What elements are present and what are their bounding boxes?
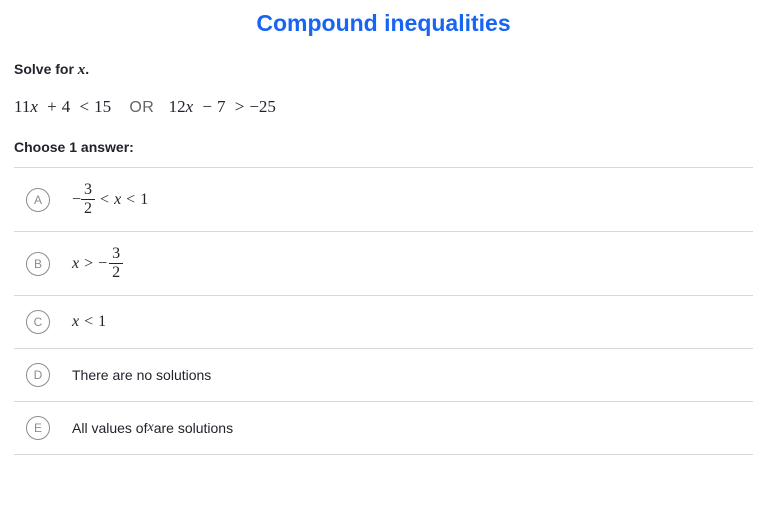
neg-sign: − [98,255,107,273]
frac-num: 3 [109,246,123,264]
frac-num: 3 [81,182,95,200]
page-title: Compound inequalities [0,0,767,51]
prompt-post: . [85,61,89,77]
or-separator: OR [129,99,154,116]
options-list: A −32 < x < 1 B x > −32 C x < 1 [14,167,753,455]
opt-post: are solutions [154,420,233,436]
frac-den: 2 [81,200,95,217]
option-c[interactable]: C x < 1 [14,296,753,349]
option-body: −32 < x < 1 [72,182,148,217]
ineq-left: 11x +4 <15 [14,97,115,116]
opt-text: There are no solutions [72,367,211,383]
r-rel: > [235,97,245,116]
solve-prompt: Solve for x. [14,61,753,79]
opt-val: 1 [140,191,148,209]
option-b[interactable]: B x > −32 [14,232,753,296]
r-coef: 12 [169,97,186,116]
opt-var: x [114,191,121,209]
option-letter: A [26,188,50,212]
l-rhs: 15 [94,97,111,116]
opt-var: x [72,255,79,273]
option-body: There are no solutions [72,367,211,383]
option-letter: E [26,416,50,440]
choose-label: Choose 1 answer: [14,139,753,155]
content-area: Solve for x. 11x +4 <15 OR 12x −7 >−25 C… [0,61,767,455]
option-e[interactable]: E All values of x are solutions [14,402,753,455]
fraction: 32 [109,246,123,281]
r-var: x [186,97,194,116]
prompt-pre: Solve for [14,61,78,77]
l-var: x [30,97,38,116]
opt-pre: All values of [72,420,147,436]
ineq-right: 12x −7 >−25 [169,97,276,116]
opt-val: 1 [98,313,106,331]
rel: < [84,313,93,331]
option-letter: D [26,363,50,387]
rel2: < [126,191,135,209]
fraction: 32 [81,182,95,217]
l-c1: 4 [62,97,71,116]
option-letter: B [26,252,50,276]
opt-var: x [72,313,79,331]
option-body: x < 1 [72,313,106,331]
rel: > [84,255,93,273]
inequality-expression: 11x +4 <15 OR 12x −7 >−25 [14,97,753,117]
frac-den: 2 [109,264,123,281]
neg-sign: − [72,191,81,209]
option-letter: C [26,310,50,334]
option-body: All values of x are solutions [72,420,233,436]
l-coef: 11 [14,97,30,116]
r-op: − [202,97,212,116]
l-op: + [47,97,57,116]
option-d[interactable]: D There are no solutions [14,349,753,402]
option-body: x > −32 [72,246,123,281]
r-c1: 7 [217,97,226,116]
rel1: < [100,191,109,209]
l-rel: < [80,97,90,116]
option-a[interactable]: A −32 < x < 1 [14,168,753,232]
r-rhs: −25 [249,97,276,116]
